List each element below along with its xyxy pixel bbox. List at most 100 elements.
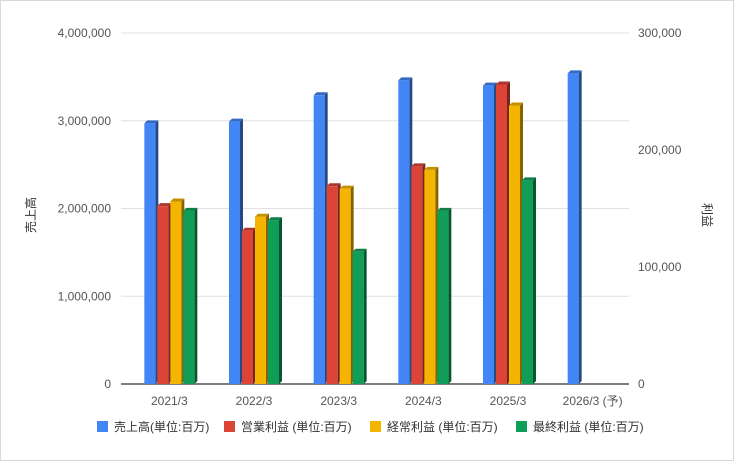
bar-top [268,217,282,221]
legend-item: 売上高(単位:百万) [97,419,209,434]
bar [509,102,523,384]
bar-side [194,207,198,384]
bars [144,70,582,385]
left-axis-title: 売上高 [23,197,38,233]
legend-item: 最終利益 (単位:百万) [516,419,644,434]
bar [567,70,582,385]
right-tick-label: 200,000 [638,143,682,157]
bar-front [326,186,338,384]
x-tick-label: 2021/3 [151,394,188,408]
left-tick-label: 4,000,000 [58,26,112,40]
bar-top [326,183,341,187]
bar [313,92,328,385]
bar-top [509,102,523,106]
bar-front [567,73,579,385]
bar-top [144,120,159,124]
grid-lines [121,32,629,385]
bar [183,207,198,384]
left-tick-label: 2,000,000 [58,202,112,216]
bar-front [411,166,423,384]
x-tick-label: 2026/3 (予) [563,394,623,408]
bar-front [229,121,240,384]
bar-front [157,206,169,384]
bar-front [424,169,436,384]
bar-top [567,70,582,74]
bar-top [496,81,510,85]
legend-swatch [97,421,108,432]
left-tick-label: 1,000,000 [58,289,112,303]
bar [352,248,367,384]
left-tick-label: 0 [104,377,111,391]
bar-top [411,163,426,167]
bar-front [255,216,266,384]
bar-top [157,203,172,207]
bar-top [255,213,269,217]
bar-top [398,77,413,81]
bar-side [578,70,582,385]
bar-top [170,198,185,202]
bar-top [242,227,256,231]
bar-front [242,230,253,384]
bar-front [509,105,520,384]
x-tick-label: 2022/3 [236,394,273,408]
right-tick-label: 300,000 [638,26,682,40]
bar [326,183,341,384]
bar [170,198,185,384]
bar [522,177,536,384]
bar-front [483,85,494,385]
bar-front [144,123,156,384]
x-tick-label: 2024/3 [405,394,442,408]
bar-side [448,207,452,384]
legend-label: 最終利益 (単位:百万) [533,419,644,434]
bar [411,163,426,384]
bar [437,207,452,384]
bar-top [339,185,354,189]
bar-top [483,82,497,86]
bar [255,213,269,384]
bar-side [279,217,282,384]
bar-side [533,177,536,384]
bar [496,81,510,384]
right-axis-title: 利益 [700,203,714,227]
left-tick-label: 3,000,000 [58,114,112,128]
bar [242,227,256,384]
legend: 売上高(単位:百万) 営業利益 (単位:百万) 経常利益 (単位:百万) 最終利益 (… [97,419,644,434]
bar-front [522,180,533,384]
bar-front [352,251,364,384]
bar-top [437,207,452,211]
right-axis-ticks: 0 100,000 200,000 300,000 [638,26,682,391]
bar-top [183,207,198,211]
bar-front [398,80,410,384]
bar [339,185,354,384]
legend-label: 売上高(単位:百万) [114,419,209,434]
right-tick-label: 0 [638,377,645,391]
bar-front [339,188,351,384]
right-tick-label: 100,000 [638,260,682,274]
bar-top [352,248,367,252]
x-tick-label: 2023/3 [320,394,357,408]
bar-top [424,166,439,170]
bar-top [313,92,328,96]
bar-front [313,95,325,385]
bar-front [268,220,279,384]
x-axis-ticks: 2021/3 2022/3 2023/3 2024/3 2025/3 2026/3 (予) [151,394,623,408]
bar-front [496,84,507,384]
bar [157,203,172,384]
bar [144,120,159,384]
legend-label: 経常利益 (単位:百万) [387,419,498,434]
x-tick-label: 2025/3 [490,394,527,408]
legend-label: 営業利益 (単位:百万) [241,419,352,434]
bar [229,118,243,384]
left-axis-ticks: 0 1,000,000 2,000,000 3,000,000 4,000,000 [58,26,112,391]
bar [398,77,413,384]
legend-item: 経常利益 (単位:百万) [370,419,498,434]
bar [483,82,497,385]
bar-top [229,118,243,122]
bar-top [522,177,536,181]
legend-swatch [516,421,527,432]
legend-swatch [224,421,235,432]
bar [424,166,439,384]
bar [268,217,282,384]
